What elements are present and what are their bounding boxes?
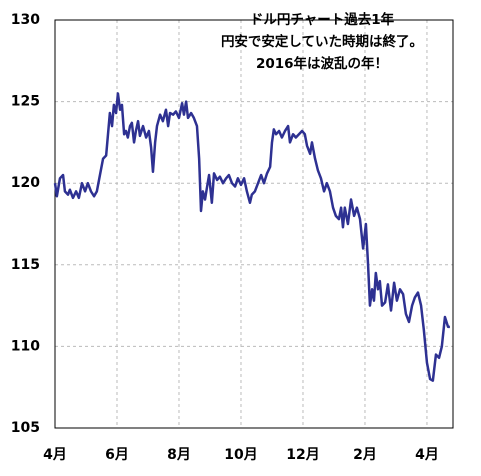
y-tick-label: 110 [11,338,40,354]
y-tick-label: 125 [11,94,40,110]
price-line [53,92,450,382]
y-tick-label: 130 [11,12,40,28]
y-tick-label: 120 [11,175,40,191]
x-tick-label: 12月 [286,447,319,463]
x-tick-label: 8月 [167,447,191,463]
annotation: 円安で安定していた時期は終了。 [221,33,423,50]
annotation: 2016年は波乱の年！ [256,55,388,72]
y-tick-label: 115 [11,257,40,273]
x-tick-label: 2月 [353,447,377,463]
plot-frame [54,19,454,429]
x-tick-label: 6月 [105,447,129,463]
x-tick-label: 4月 [43,447,67,463]
x-tick-label: 4月 [415,447,439,463]
x-tick-label: 10月 [224,447,257,463]
y-tick-label: 105 [11,420,40,436]
annotation: ドル円チャート過去1年 [250,11,395,28]
